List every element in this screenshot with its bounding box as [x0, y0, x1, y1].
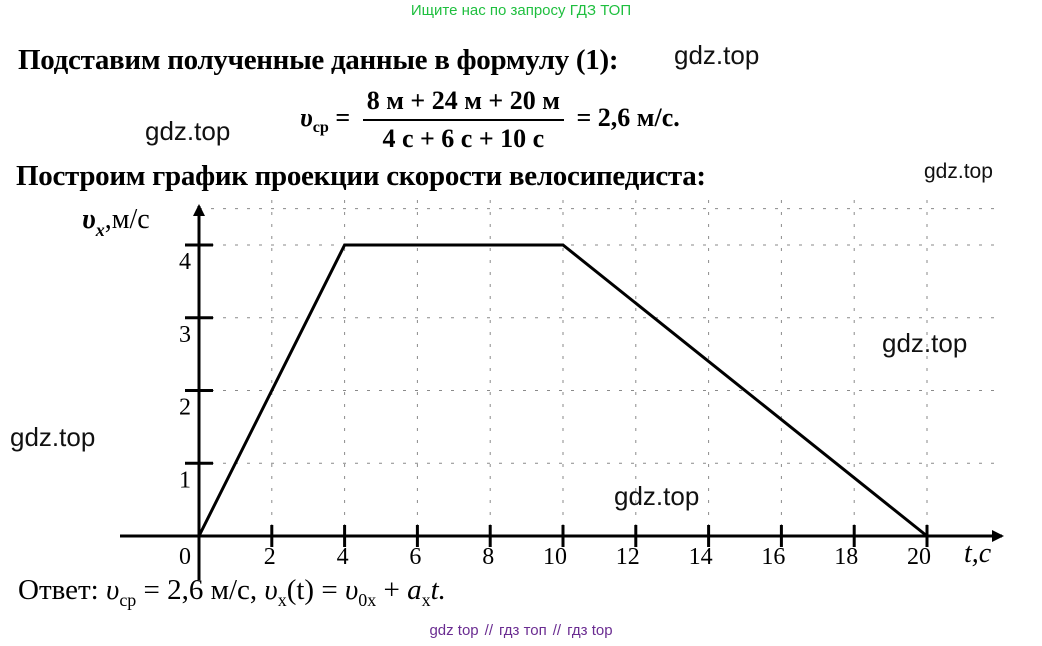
answer-vx: υ	[264, 574, 278, 606]
answer-part2: (t) =	[286, 574, 345, 606]
footer-link-3[interactable]: гдз top	[567, 622, 613, 639]
footer-separator: //	[552, 622, 562, 639]
answer-vx-sub: x	[277, 589, 287, 610]
x-tick-label: 8	[482, 544, 494, 570]
velocity-series-line	[197, 243, 928, 538]
chart-grid	[199, 200, 1000, 536]
answer-a-sub: x	[421, 589, 431, 610]
formula-fraction: 8 м + 24 м + 20 м 4 с + 6 с + 10 с	[362, 86, 564, 154]
watermark: gdz.top	[614, 481, 700, 511]
graph-intro-text: Построим график проекции скорости велоси…	[16, 160, 706, 192]
formula-denominator: 4 с + 6 с + 10 с	[382, 124, 545, 153]
answer-part4: t.	[430, 574, 446, 606]
x-tick-label: 2	[264, 544, 276, 570]
watermark: gdz.top	[882, 328, 968, 358]
x-tick-label: 0	[179, 544, 191, 570]
formula-equals: =	[335, 102, 351, 132]
answer-part1: = 2,6 м/с,	[136, 574, 265, 606]
x-tick-label: 6	[409, 544, 421, 570]
watermark: gdz.top	[145, 116, 231, 146]
y-axis-label: υx,м/с	[82, 204, 150, 240]
formula-result: = 2,6 м/с.	[576, 102, 680, 132]
chart-axes	[120, 204, 1004, 580]
x-tick-label: 10	[543, 544, 567, 570]
answer-v0-sub: 0x	[358, 589, 377, 610]
formula-numerator: 8 м + 24 м + 20 м	[362, 86, 564, 121]
answer-v: υ	[106, 574, 120, 606]
x-axis-label: t,с	[964, 538, 992, 569]
x-tick-label: 18	[834, 544, 858, 570]
answer-part3: +	[376, 574, 408, 606]
watermark: gdz.top	[10, 422, 96, 452]
footer-links: gdz top // гдз топ // гдз top	[0, 622, 1042, 639]
search-hint-link[interactable]: Ищите нас по запросу ГДЗ ТОП	[410, 2, 632, 19]
x-tick-label: 14	[689, 544, 713, 570]
footer-link-1[interactable]: gdz top	[429, 622, 479, 639]
average-speed-formula: υср = 8 м + 24 м + 20 м 4 с + 6 с + 10 с…	[300, 86, 680, 154]
chart-ticks	[185, 243, 929, 547]
formula-lhs: υ	[300, 102, 313, 132]
watermark: gdz.top	[674, 40, 760, 70]
x-tick-label: 4	[337, 544, 349, 570]
footer-separator: //	[484, 622, 493, 639]
watermark: gdz.top	[924, 160, 993, 183]
formula-lhs-sub: ср	[312, 119, 329, 137]
x-tick-label: 16	[761, 544, 785, 570]
intro-text: Подставим полученные данные в формулу (1…	[18, 44, 619, 76]
answer-a: a	[407, 574, 422, 606]
y-tick-label: 4	[179, 249, 191, 275]
answer-prefix: Ответ:	[18, 574, 99, 606]
answer-text: Ответ: υср = 2,6 м/с, υx(t) = υ0x + axt.	[18, 574, 446, 611]
footer-link-2[interactable]: гдз топ	[499, 622, 547, 639]
x-tick-label: 12	[616, 544, 640, 570]
answer-v-sub: ср	[119, 589, 137, 610]
x-tick-label: 20	[907, 544, 931, 570]
y-tick-label: 1	[179, 467, 191, 493]
y-tick-label: 3	[179, 322, 191, 348]
y-tick-label: 2	[179, 395, 191, 421]
answer-v0: υ	[344, 574, 359, 606]
